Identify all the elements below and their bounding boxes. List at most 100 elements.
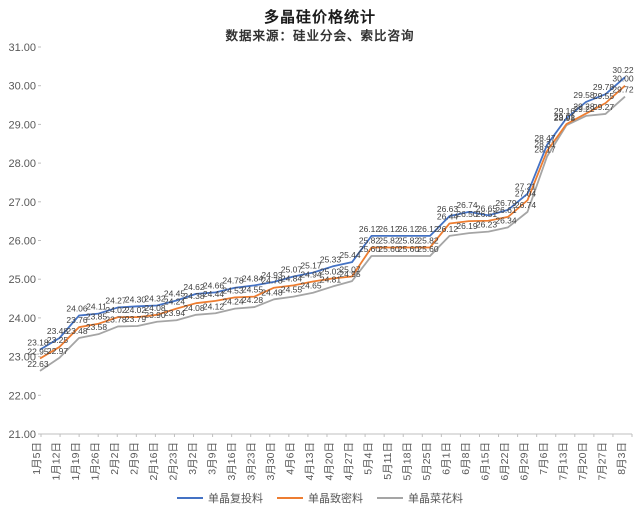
data-label: 28.17: [534, 145, 556, 155]
data-label: 25.82: [378, 235, 400, 245]
data-label: 24.48: [261, 287, 283, 297]
x-tick-label: 4月27日: [343, 442, 355, 481]
x-tick-label: 2月23日: [168, 442, 180, 481]
data-label: 23.94: [164, 308, 186, 318]
data-label: 23.85: [86, 312, 108, 322]
data-label: 22.63: [27, 359, 49, 369]
y-tick-label: 30.00: [8, 81, 36, 93]
data-label: 25.60: [359, 244, 381, 254]
legend-item: 单晶菜花料: [377, 490, 463, 506]
data-label: 25.82: [417, 235, 439, 245]
data-label: 23.76: [66, 315, 88, 325]
chart-subtitle: 数据来源：硅业分会、索比咨询: [225, 29, 415, 43]
x-tick-label: 7月6日: [538, 442, 550, 475]
legend-line-swatch: [177, 497, 203, 499]
x-tick-label: 4月20日: [324, 442, 336, 481]
data-label: 24.02: [105, 305, 127, 315]
x-tick-label: 7月13日: [558, 442, 570, 481]
x-tick-label: 7月27日: [597, 442, 609, 481]
data-label: 29.28: [573, 102, 595, 112]
legend-line-swatch: [377, 497, 403, 499]
data-label: 24.84: [281, 273, 303, 283]
legend: 单晶复投料 单晶致密料 单晶菜花料: [0, 490, 640, 506]
data-label: 28.31: [534, 139, 556, 149]
data-label: 24.06: [66, 304, 88, 314]
x-tick-label: 5月4日: [363, 442, 375, 475]
data-label: 23.18: [27, 338, 49, 348]
x-tick-label: 2月2日: [109, 442, 121, 475]
data-label: 30.22: [612, 65, 634, 75]
data-label: 24.55: [242, 285, 264, 295]
data-label: 24.53: [222, 285, 244, 295]
x-tick-label: 5月18日: [402, 442, 414, 481]
data-label: 23.25: [47, 335, 69, 345]
x-tick-label: 5月25日: [421, 442, 433, 481]
x-tick-label: 5月11日: [382, 442, 394, 480]
data-label: 26.12: [417, 224, 439, 234]
data-label: 29.72: [612, 85, 634, 95]
data-label: 24.27: [105, 295, 127, 305]
data-label: 24.24: [222, 297, 244, 307]
y-tick-label: 22.00: [8, 390, 36, 402]
y-tick-label: 31.00: [8, 42, 36, 54]
x-tick-label: 3月30日: [265, 442, 277, 481]
x-tick-label: 2月16日: [148, 442, 160, 481]
y-tick-label: 24.00: [8, 313, 36, 325]
data-label: 26.19: [456, 221, 478, 231]
data-label: 24.84: [242, 273, 264, 283]
data-label: 24.93: [261, 270, 283, 280]
y-tick-label: 27.00: [8, 197, 36, 209]
y-tick-label: 29.00: [8, 119, 36, 131]
x-tick-label: 4月6日: [285, 442, 297, 475]
data-label: 24.28: [242, 295, 264, 305]
data-label: 24.62: [183, 282, 205, 292]
x-tick-label: 1月12日: [51, 442, 63, 481]
x-tick-label: 2月9日: [129, 442, 141, 475]
data-label: 24.38: [183, 291, 205, 301]
data-label: 27.21: [515, 182, 537, 192]
x-tick-label: 6月22日: [499, 442, 511, 481]
data-label: 26.12: [378, 224, 400, 234]
data-label: 26.12: [398, 224, 420, 234]
data-label: 26.23: [476, 220, 498, 230]
y-tick-label: 21.00: [8, 429, 36, 441]
data-label: 26.12: [437, 224, 459, 234]
x-tick-label: 1月26日: [90, 442, 102, 481]
x-tick-label: 8月3日: [616, 442, 628, 475]
x-tick-label: 6月29日: [519, 442, 531, 481]
data-label: 24.08: [183, 303, 205, 313]
data-label: 25.60: [378, 244, 400, 254]
data-label: 24.08: [144, 303, 166, 313]
y-tick-label: 26.00: [8, 236, 36, 248]
legend-line-swatch: [277, 497, 303, 499]
data-label: 24.24: [164, 297, 186, 307]
data-label: 26.51: [476, 209, 498, 219]
data-label: 25.02: [320, 266, 342, 276]
data-label: 24.11: [86, 302, 107, 312]
legend-item: 单晶复投料: [177, 490, 263, 506]
data-label: 26.63: [437, 204, 459, 214]
data-label: 22.97: [47, 346, 69, 356]
data-label: 25.44: [339, 250, 361, 260]
data-label: 26.74: [515, 200, 537, 210]
data-label: 26.50: [456, 209, 478, 219]
data-label: 26.79: [495, 198, 517, 208]
series-polyline: [39, 95, 626, 372]
data-label: 26.61: [495, 205, 517, 215]
data-label: 26.44: [437, 211, 459, 221]
data-label: 22.95: [27, 347, 49, 357]
series-polyline: [39, 85, 626, 360]
series-polyline: [39, 76, 626, 351]
data-label: 28.47: [534, 133, 556, 143]
data-label: 29.58: [573, 90, 595, 100]
x-tick-label: 1月5日: [31, 442, 43, 475]
data-label: 29.22: [573, 104, 595, 114]
data-label: 29.55: [593, 91, 615, 101]
data-label: 26.74: [456, 200, 478, 210]
x-tick-label: 6月1日: [441, 442, 453, 475]
data-label: 23.79: [125, 314, 147, 324]
x-tick-label: 6月15日: [480, 442, 492, 481]
x-tick-label: 6月8日: [460, 442, 472, 475]
data-label: 28.98: [554, 113, 576, 123]
data-label: 26.12: [359, 224, 381, 234]
